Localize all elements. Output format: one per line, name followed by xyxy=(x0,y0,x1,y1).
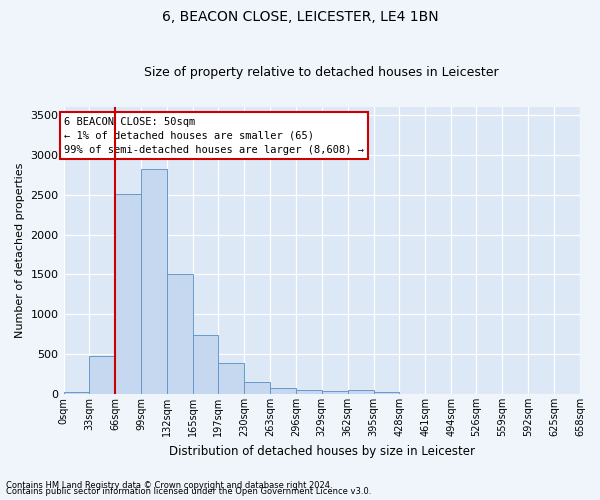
Bar xyxy=(193,335,218,394)
Bar xyxy=(218,364,244,394)
Text: 6, BEACON CLOSE, LEICESTER, LE4 1BN: 6, BEACON CLOSE, LEICESTER, LE4 1BN xyxy=(161,10,439,24)
Text: 6 BEACON CLOSE: 50sqm
← 1% of detached houses are smaller (65)
99% of semi-detac: 6 BEACON CLOSE: 50sqm ← 1% of detached h… xyxy=(64,116,364,154)
Bar xyxy=(141,169,167,394)
X-axis label: Distribution of detached houses by size in Leicester: Distribution of detached houses by size … xyxy=(169,444,475,458)
Bar xyxy=(64,392,89,394)
Bar xyxy=(167,274,193,394)
Bar xyxy=(296,390,322,394)
Text: Contains HM Land Registry data © Crown copyright and database right 2024.: Contains HM Land Registry data © Crown c… xyxy=(6,481,332,490)
Text: Contains public sector information licensed under the Open Government Licence v3: Contains public sector information licen… xyxy=(6,488,371,496)
Bar xyxy=(347,390,374,394)
Bar xyxy=(270,388,296,394)
Y-axis label: Number of detached properties: Number of detached properties xyxy=(15,163,25,338)
Bar xyxy=(244,382,270,394)
Bar xyxy=(115,194,141,394)
Bar xyxy=(89,356,115,394)
Bar xyxy=(322,391,347,394)
Bar xyxy=(374,392,400,394)
Title: Size of property relative to detached houses in Leicester: Size of property relative to detached ho… xyxy=(145,66,499,80)
